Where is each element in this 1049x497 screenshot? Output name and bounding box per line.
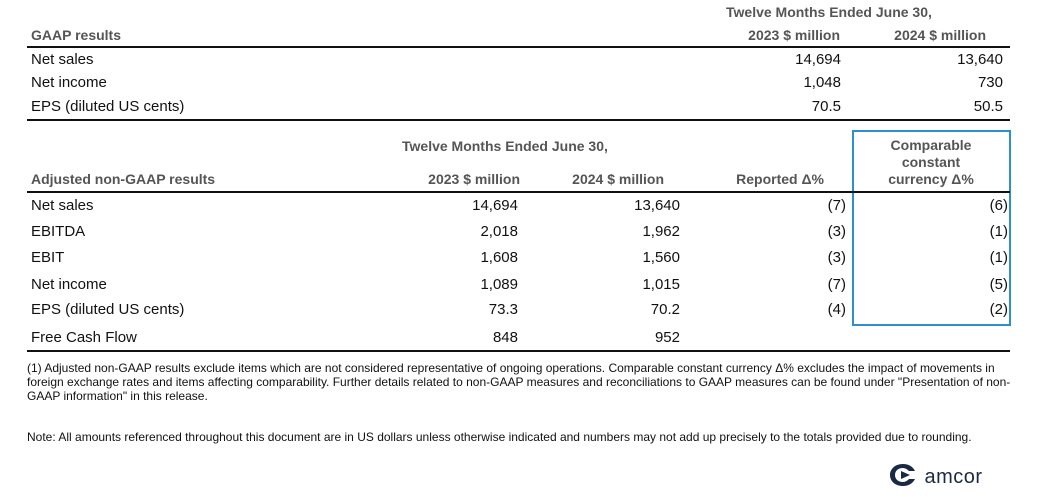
row-reported-delta: (3) — [827, 223, 846, 240]
amcor-swirl-icon — [888, 462, 918, 493]
adjusted-bottom-rule — [27, 350, 1010, 352]
row-value-2023: 2,018 — [480, 223, 518, 240]
row-value-2024: 1,962 — [642, 223, 680, 240]
row-value-2024: 70.2 — [650, 301, 680, 318]
row-value-2023: 70.5 — [811, 98, 841, 115]
row-value-2024: 1,015 — [642, 276, 680, 293]
rounding-note: Note: All amounts referenced throughout … — [27, 430, 972, 444]
adjusted-col-2023: 2023 $ million — [428, 171, 520, 187]
adjusted-header-rule — [27, 191, 1010, 193]
row-label: Net sales — [31, 197, 94, 214]
row-value-2024: 730 — [977, 74, 1003, 91]
adjusted-col-2024: 2024 $ million — [572, 171, 664, 187]
adjusted-col-reported: Reported Δ% — [736, 171, 824, 187]
row-ccy-delta: (1) — [989, 249, 1008, 266]
row-value-2023: 848 — [492, 329, 518, 346]
gaap-col-2024: 2024 $ million — [894, 27, 986, 43]
row-ccy-delta: (2) — [989, 301, 1008, 318]
row-label: EBITDA — [31, 223, 86, 240]
adjusted-section-label: Adjusted non-GAAP results — [31, 171, 216, 187]
row-ccy-delta: (5) — [989, 276, 1008, 293]
comparable-currency-highlight-box — [852, 130, 1011, 326]
row-reported-delta: (7) — [827, 197, 846, 214]
row-label: Free Cash Flow — [31, 329, 137, 346]
ccy-header-line1: Comparable — [890, 137, 972, 153]
row-ccy-delta: (6) — [989, 197, 1008, 214]
row-value-2023: 73.3 — [488, 301, 518, 318]
row-label: Net income — [31, 74, 107, 91]
row-reported-delta: (4) — [827, 301, 846, 318]
logo-wordmark: amcor — [924, 466, 983, 488]
footnote-1: (1) Adjusted non-GAAP results exclude it… — [27, 361, 1011, 403]
row-label: Net sales — [31, 51, 94, 68]
adjusted-period-header: Twelve Months Ended June 30, — [402, 138, 608, 154]
row-value-2024: 50.5 — [973, 98, 1003, 115]
row-value-2024: 1,560 — [642, 249, 680, 266]
gaap-section-label: GAAP results — [31, 27, 121, 43]
row-ccy-delta: (1) — [989, 223, 1008, 240]
ccy-header-line3: currency Δ% — [888, 171, 974, 187]
row-value-2024: 13,640 — [634, 197, 680, 214]
amcor-logo: amcor — [888, 462, 983, 490]
row-label: EPS (diluted US cents) — [31, 98, 185, 115]
row-reported-delta: (3) — [827, 249, 846, 266]
gaap-col-2023: 2023 $ million — [748, 27, 840, 43]
row-value-2023: 14,694 — [472, 197, 518, 214]
row-value-2023: 14,694 — [795, 51, 841, 68]
row-label: EPS (diluted US cents) — [31, 301, 185, 318]
row-value-2023: 1,089 — [480, 276, 518, 293]
gaap-period-header: Twelve Months Ended June 30, — [726, 4, 932, 20]
ccy-header-line2: constant — [901, 154, 961, 170]
row-value-2023: 1,608 — [480, 249, 518, 266]
gaap-header-rule — [27, 46, 1010, 48]
row-label: Net income — [31, 276, 107, 293]
row-label: EBIT — [31, 249, 65, 266]
gaap-bottom-rule — [27, 119, 1010, 121]
row-value-2023: 1,048 — [803, 74, 841, 91]
row-value-2024: 13,640 — [957, 51, 1003, 68]
row-reported-delta: (7) — [827, 276, 846, 293]
row-value-2024: 952 — [654, 329, 680, 346]
